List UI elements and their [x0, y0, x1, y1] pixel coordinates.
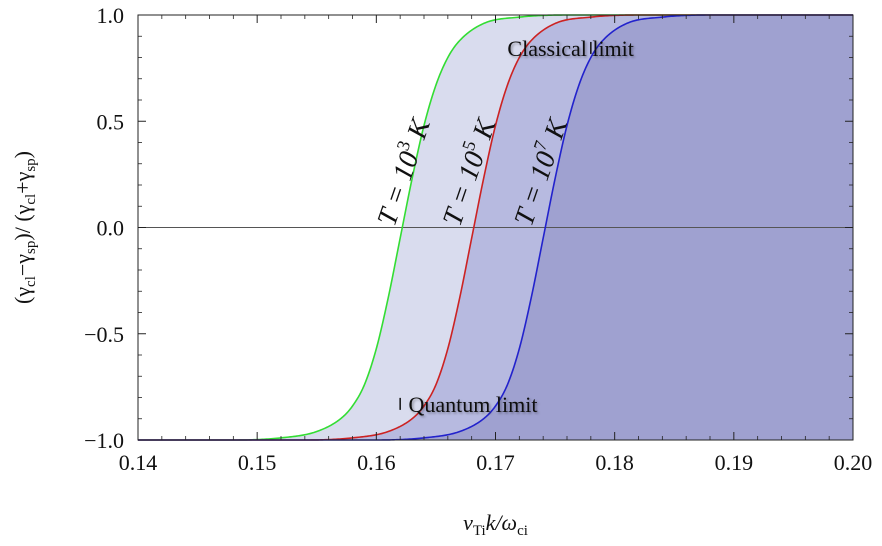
x-tick-label: 0.15	[238, 450, 277, 475]
series-fill-3	[138, 15, 853, 440]
y-tick-label: −1.0	[84, 428, 124, 453]
x-tick-label: 0.19	[715, 450, 754, 475]
x-axis-label: vTik/ωci	[463, 510, 528, 539]
y-tick-label: 1.0	[97, 3, 125, 28]
x-tick-label: 0.14	[119, 450, 158, 475]
annotation-label-2: Quantum limit	[409, 392, 538, 417]
curve-labels: T = 103 KT = 105 KT = 107 K	[372, 114, 575, 230]
axis-ticks	[137, 14, 854, 441]
y-tick-label: 0.5	[97, 109, 125, 134]
x-tick-label: 0.18	[595, 450, 634, 475]
x-tick-label: 0.16	[357, 450, 396, 475]
x-tick-label: 0.17	[476, 450, 515, 475]
y-tick-label: 0.0	[97, 216, 125, 241]
y-axis-label: (γcl−γsp)/ (γcl+γsp)	[10, 151, 39, 304]
annotations: Classical limit Quantum limit	[188, 36, 801, 417]
tick-labels: 0.14 0.15 0.16 0.17 0.18 0.19 0.20 −1.0 −0.5 0.0 0…	[84, 3, 872, 475]
y-tick-label: −0.5	[84, 322, 124, 347]
annotation-label-1: Classical limit	[507, 36, 633, 61]
x-tick-label: 0.20	[834, 450, 873, 475]
